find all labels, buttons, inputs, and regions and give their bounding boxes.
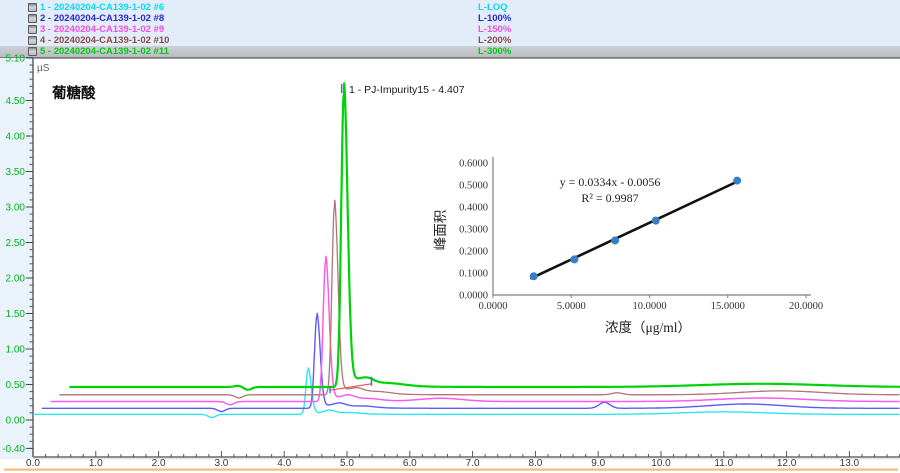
bottom-divider [4,468,898,471]
y-axis-tick-label: 0.00 [6,416,26,427]
calibration-point [651,216,660,225]
chromatogram-thumbnail-icon [28,36,37,45]
y-axis-tick-label: 0.50 [6,380,26,391]
y-axis-tick-label: 3.50 [6,167,26,178]
legend-row-5[interactable]: 5 - 20240204-CA139-1-02 #11 L-300% [0,46,900,57]
page-title: 葡糖酸 [52,86,96,102]
y-axis-tick-label: -0.40 [2,444,25,455]
inset-x-tick-label: 5.0000 [557,301,586,312]
peak-annotation: 1 - PJ-Impurity15 - 4.407 [349,84,465,96]
inset-y-tick-label: 0.1000 [459,269,488,280]
inset-y-axis-label: 峰面积 [433,210,448,251]
y-axis-tick-label: 1.50 [6,309,26,320]
legend-row-1[interactable]: 1 - 20240204-CA139-1-02 #6 L-LOQ [0,2,900,13]
y-axis-tick-label: 3.00 [6,203,26,214]
x-axis-tick-label: 8.0 [528,458,542,469]
x-axis-tick-label: 7.0 [466,458,480,469]
calibration-point [611,236,620,245]
calibration-point [570,255,579,264]
x-axis-tick-label: 1.0 [89,458,103,469]
inset-y-tick-label: 0.5000 [459,181,488,192]
inset-y-tick-label: 0.3000 [459,225,488,236]
y-axis-tick-label: 2.50 [6,238,26,249]
y-axis-tick-label: 1.00 [6,345,26,356]
calibration-point [529,272,538,281]
inset-equation: y = 0.0334x - 0.0056 [560,175,661,189]
x-axis-tick-label: 12.0 [777,458,797,469]
x-axis-tick-label: 13.0 [840,458,860,469]
level-label: L-100% [478,13,512,24]
inset-y-tick-label: 0.2000 [459,247,488,258]
inset-y-tick-label: 0.0000 [459,291,488,302]
legend-row-3[interactable]: 3 - 20240204-CA139-1-02 #9 L-150% [0,24,900,35]
inset-y-tick-label: 0.6000 [459,159,488,170]
y-axis-unit: µS [37,63,50,74]
sample-name: 3 - 20240204-CA139-1-02 #9 [40,24,165,35]
inset-x-axis-label: 浓度（μg/ml） [605,320,691,335]
chromatogram-thumbnail-icon [28,25,37,34]
x-axis-tick-label: 3.0 [214,458,228,469]
inset-y-tick-label: 0.4000 [459,203,488,214]
legend-row-4[interactable]: 4 - 20240204-CA139-1-02 #10 L-200% [0,35,900,46]
x-axis-tick-label: 11.0 [714,458,733,469]
trace-L-100% [41,312,900,413]
x-axis-tick-label: 10.0 [651,458,671,469]
y-axis-tick-label: 5.10 [6,53,26,64]
sample-name: 5 - 20240204-CA139-1-02 #11 [40,46,169,57]
chromatogram-thumbnail-icon [28,3,37,12]
sample-name: 4 - 20240204-CA139-1-02 #10 [40,35,170,46]
level-label: L-300% [478,46,512,57]
calibration-curve-inset: 0.0000 0.1000 0.2000 0.3000 0.4000 0.5000 0.60… [428,145,883,350]
trace-L-LOQ [33,367,900,419]
y-axis-tick-label: 2.00 [6,274,26,285]
x-axis-tick-label: 9.0 [591,458,605,469]
trace-L-200% [59,199,900,399]
x-axis-tick-label: 6.0 [403,458,417,469]
legend-row-2[interactable]: 2 - 20240204-CA139-1-02 #8 L-100% [0,13,900,24]
sample-legend: 1 - 20240204-CA139-1-02 #6 L-LOQ 2 - 20240… [0,0,900,58]
peak-baseline-mark [329,383,372,391]
calibration-point [733,176,742,185]
sample-name: 1 - 20240204-CA139-1-02 #6 [40,2,165,13]
trace-L-150% [50,255,900,406]
level-label: L-200% [478,35,512,46]
inset-x-tick-label: 15.0000 [711,301,745,312]
inset-background [428,145,883,350]
inset-x-tick-label: 20.0000 [789,301,823,312]
x-axis-tick-label: 4.0 [277,458,291,469]
y-axis-tick-label: 4.50 [6,96,26,107]
x-axis-tick-label: 0.0 [26,458,40,469]
x-axis-tick-label: 5.0 [340,458,354,469]
level-label: L-150% [478,24,512,35]
inset-r-squared: R² = 0.9987 [581,191,638,205]
inset-x-tick-label: 0.0000 [479,301,508,312]
chromatogram-thumbnail-icon [28,47,37,56]
level-label: L-LOQ [478,2,508,13]
x-axis-tick-label: 2.0 [152,458,166,469]
y-axis-tick-label: 4.00 [6,132,26,143]
chromatogram-thumbnail-icon [28,14,37,23]
sample-name: 2 - 20240204-CA139-1-02 #8 [40,13,165,24]
inset-x-tick-label: 10.0000 [632,301,666,312]
trendline [530,179,741,280]
chromatogram-plot[interactable]: 5.10 4.50 4.00 3.50 3.00 2.50 2.00 1.50 1.00 0.50… [0,53,900,473]
chromatogram-area: 5.10 4.50 4.00 3.50 3.00 2.50 2.00 1.50 1.00 0.50… [0,53,900,473]
trace-L-300% [69,82,900,391]
